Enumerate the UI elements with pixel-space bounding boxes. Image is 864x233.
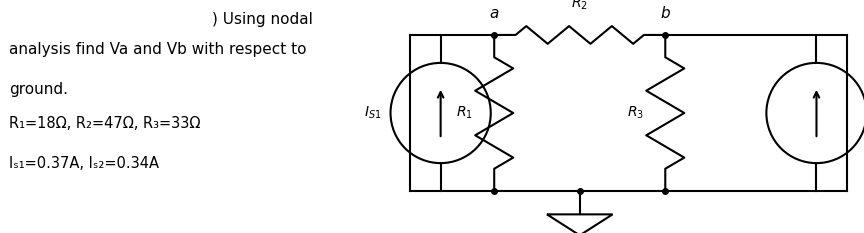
Text: $b$: $b$	[660, 5, 670, 21]
Text: $R_2$: $R_2$	[571, 0, 588, 12]
Text: ) Using nodal: ) Using nodal	[212, 12, 313, 27]
Text: $R_3$: $R_3$	[626, 105, 644, 121]
Text: Iₛ₁=0.37A, Iₛ₂=0.34A: Iₛ₁=0.37A, Iₛ₂=0.34A	[9, 156, 159, 171]
Text: $R_1$: $R_1$	[455, 105, 473, 121]
Text: $I_{S1}$: $I_{S1}$	[365, 105, 382, 121]
Text: $a$: $a$	[489, 6, 499, 21]
Text: R₁=18Ω, R₂=47Ω, R₃=33Ω: R₁=18Ω, R₂=47Ω, R₃=33Ω	[9, 116, 200, 131]
Text: ground.: ground.	[9, 82, 67, 96]
Text: analysis find Va and Vb with respect to: analysis find Va and Vb with respect to	[9, 42, 306, 57]
